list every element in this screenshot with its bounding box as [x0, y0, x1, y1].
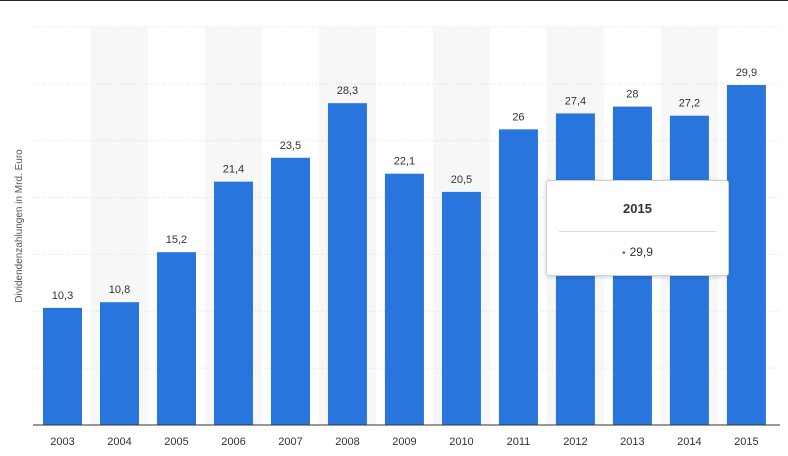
data-label-2009: 22,1: [394, 156, 415, 168]
bar-2003[interactable]: [43, 307, 82, 425]
tooltip-series-dot-icon: •: [622, 248, 626, 259]
x-tick-label-2010: 2010: [449, 436, 473, 448]
x-axis-ticks: 2003 2004 2005 2006 2007 2008 2009 2010 2011 2012…: [50, 436, 758, 448]
bar-2009[interactable]: [384, 173, 424, 425]
data-label-2006: 21,4: [223, 164, 244, 176]
tooltip-value: 29,9: [629, 245, 653, 259]
data-labels: 10,3 10,8 15,2 21,4 23,5 28,3 22,1 20,5 26 27,4 28…: [52, 67, 757, 302]
tooltip-title: 2015: [623, 201, 652, 216]
data-label-2012: 27,4: [565, 95, 586, 107]
bar-2006[interactable]: [213, 181, 253, 425]
x-tick-label-2008: 2008: [335, 436, 359, 448]
data-label-2008: 28,3: [337, 85, 358, 97]
bar-2007[interactable]: [270, 157, 310, 425]
x-tick-label-2006: 2006: [221, 436, 245, 448]
top-border-line: [0, 0, 788, 1]
data-label-2004: 10,8: [109, 284, 130, 296]
x-tick-label-2007: 2007: [278, 436, 302, 448]
x-tick-label-2012: 2012: [563, 436, 587, 448]
data-label-2007: 23,5: [280, 140, 301, 152]
data-label-2010: 20,5: [451, 174, 472, 186]
data-label-2003: 10,3: [52, 290, 73, 302]
x-tick-label-2003: 2003: [50, 436, 74, 448]
bar-2004[interactable]: [99, 302, 139, 425]
x-tick-label-2011: 2011: [507, 436, 531, 448]
x-tick-label-2005: 2005: [164, 436, 188, 448]
data-label-2013: 28: [626, 89, 638, 101]
bar-2005[interactable]: [156, 252, 196, 425]
bar-2015[interactable]: [726, 84, 766, 425]
bar-2011[interactable]: [498, 129, 538, 426]
x-tick-label-2013: 2013: [620, 436, 644, 448]
y-axis-title: Dividendenzahlungen in Mrd. Euro: [14, 149, 25, 303]
bar-2008[interactable]: [327, 103, 367, 425]
bar-2010[interactable]: [441, 191, 481, 425]
tooltip-divider: [559, 231, 716, 232]
x-tick-label-2004: 2004: [107, 436, 131, 448]
x-tick-label-2009: 2009: [392, 436, 416, 448]
tooltip: 2015 • 29,9: [546, 180, 729, 276]
x-tick-label-2014: 2014: [677, 436, 701, 448]
data-label-2014: 27,2: [679, 98, 700, 110]
x-tick-label-2015: 2015: [734, 436, 758, 448]
tooltip-row: • 29,9: [547, 245, 728, 259]
data-label-2005: 15,2: [166, 234, 187, 246]
data-label-2011: 26: [512, 111, 524, 123]
data-label-2015: 29,9: [736, 67, 757, 79]
